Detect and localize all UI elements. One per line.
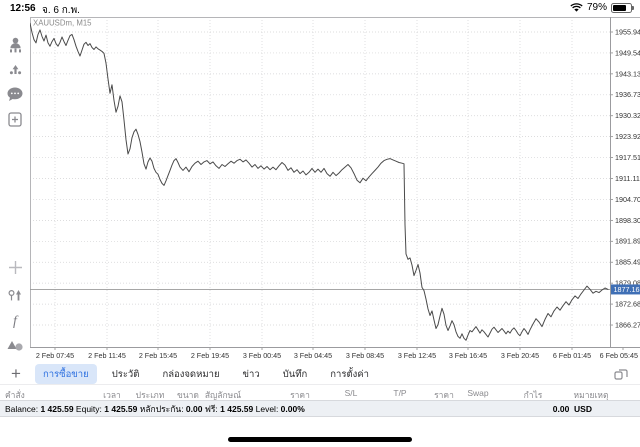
column-header: กำไร	[523, 390, 543, 400]
x-axis-label: 2 Feb 11:45	[88, 351, 126, 360]
tab-4[interactable]: บันทึก	[282, 368, 308, 380]
y-axis-label: 1917.515	[615, 153, 640, 162]
price-chart[interactable]: 1955.945 1949.540 1943.135 1936.730 1930.325…	[30, 17, 640, 364]
x-axis-label: 2 Feb 07:45	[36, 351, 74, 360]
y-axis-label: 1949.540	[615, 48, 640, 57]
y-axis-label: 1872.680	[615, 299, 640, 308]
new-order-icon[interactable]	[0, 111, 30, 128]
notifications-icon[interactable]	[0, 64, 30, 80]
y-axis-label: 1904.705	[615, 195, 640, 204]
chart-symbol-label: XAUUSDm, M15	[33, 19, 92, 28]
x-axis-label: 6 Feb 01:45	[553, 351, 591, 360]
clock-time: 12:56	[10, 3, 36, 14]
y-axis-label: 1930.325	[615, 111, 640, 120]
current-price-tag: 1877.163	[614, 285, 640, 294]
y-axis-label: 1936.730	[615, 90, 640, 99]
wifi-icon	[570, 2, 583, 12]
column-header: ราคา	[290, 390, 310, 400]
x-axis-label: 3 Feb 12:45	[398, 351, 436, 360]
tab-1[interactable]: ประวัติ	[111, 368, 140, 380]
column-header: สัญลักษณ์	[204, 390, 242, 400]
column-header: คำสั่ง	[5, 390, 25, 400]
x-axis-label: 3 Feb 04:45	[294, 351, 332, 360]
column-header: เวลา	[103, 390, 121, 400]
x-axis-label: 6 Feb 05:45	[600, 351, 638, 360]
chart-side-toolbar: f M15	[0, 17, 30, 373]
x-axis-label: 3 Feb 16:45	[449, 351, 487, 360]
tab-0[interactable]: การซื้อขาย	[34, 364, 97, 384]
account-balance-text: Balance: 1 425.59 Equity: 1 425.59 หลักป…	[5, 403, 305, 414]
price-line-series	[30, 22, 609, 341]
y-axis-label: 1866.275	[615, 320, 640, 329]
crosshair-icon[interactable]	[0, 260, 30, 275]
add-tab-button[interactable]: +	[11, 363, 21, 383]
windows-layout-icon[interactable]	[614, 368, 628, 381]
column-header: ขนาด	[177, 390, 199, 400]
y-axis-label: 1911.110	[615, 174, 640, 183]
y-axis-label: 1955.945	[615, 27, 640, 36]
x-axis-label: 3 Feb 00:45	[243, 351, 281, 360]
bottom-tab-bar: + การซื้อขาย ประวัติ กล่องจดหมาย ข่าว บันทึก…	[0, 364, 640, 385]
column-header: Swap	[467, 388, 489, 398]
column-header: ประเภท	[135, 390, 165, 400]
y-axis-label: 1923.920	[615, 132, 640, 141]
x-axis-label: 3 Feb 08:45	[346, 351, 384, 360]
indicators-icon[interactable]: f	[13, 314, 17, 329]
trade-levels-icon[interactable]	[0, 288, 30, 303]
x-axis-label: 3 Feb 20:45	[501, 351, 539, 360]
objects-icon[interactable]	[0, 338, 30, 353]
chat-icon[interactable]	[0, 86, 30, 103]
column-header: ราคา	[434, 390, 454, 400]
y-axis-label: 1885.490	[615, 258, 640, 267]
column-header: T/P	[393, 388, 407, 398]
tab-3[interactable]: ข่าว	[242, 368, 260, 380]
y-axis-label: 1879.085	[615, 279, 640, 288]
status-date: จ. 6 ก.พ.	[42, 5, 80, 16]
account-summary-bar: Balance: 1 425.59 Equity: 1 425.59 หลักป…	[0, 400, 640, 417]
battery-icon	[611, 2, 634, 13]
x-axis-label: 2 Feb 15:45	[139, 351, 177, 360]
profit-total: 0.00 USD	[552, 403, 592, 414]
orders-table-header: คำสั่ง เวลา ประเภท ขนาด สัญลักษณ์ ราคา S/L T/P ร…	[0, 385, 640, 400]
home-indicator[interactable]	[228, 437, 412, 442]
y-axis-label: 1891.895	[615, 237, 640, 246]
y-axis-label: 1898.300	[615, 216, 640, 225]
account-icon[interactable]	[0, 36, 30, 53]
x-axis-label: 2 Feb 19:45	[191, 351, 229, 360]
tab-2[interactable]: กล่องจดหมาย	[162, 368, 220, 380]
column-header: S/L	[344, 388, 358, 398]
y-axis-label: 1943.135	[615, 69, 640, 78]
tab-5[interactable]: การตั้งค่า	[330, 368, 369, 380]
battery-percent: 79%	[586, 2, 607, 13]
column-header: หมายเหตุ	[573, 390, 609, 400]
status-bar: 12:56 จ. 6 ก.พ. 79%	[0, 0, 640, 17]
